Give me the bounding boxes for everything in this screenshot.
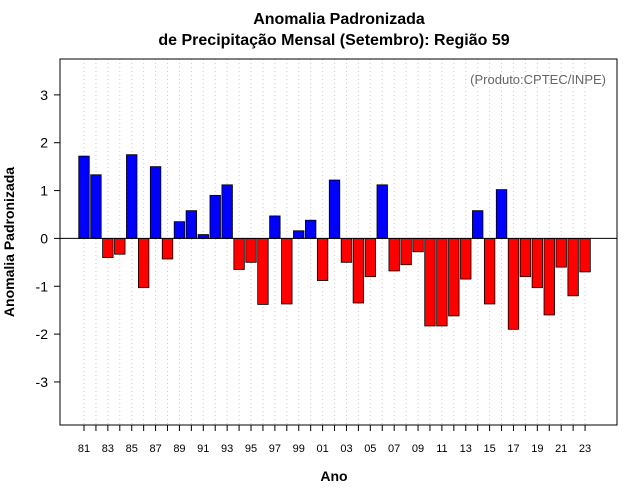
x-axis: 81 83 85 87 89 91 93 95 97 99 01 03 05 07 09 11 13 15 17 19… [78, 425, 591, 455]
bar-92 [209, 194, 221, 239]
bar-97 [269, 215, 281, 239]
xtick-label-95: 95 [245, 443, 257, 455]
xtick-label-19: 19 [531, 443, 543, 455]
xtick-label-11: 11 [436, 443, 447, 455]
bar-84 [114, 238, 126, 255]
bar-04 [352, 238, 365, 304]
bar-15 [483, 238, 496, 305]
bar-06 [376, 184, 388, 239]
bar-19 [531, 238, 543, 289]
bar-83 [102, 238, 114, 258]
bar-12 [448, 238, 460, 317]
bar-07 [388, 238, 400, 272]
xtick-label-89: 89 [173, 443, 185, 455]
bar-87 [149, 166, 162, 239]
bar-98 [281, 238, 293, 305]
xtick-label-81: 81 [78, 443, 90, 455]
bar-88 [161, 238, 174, 260]
bars [78, 154, 591, 330]
bar-02 [328, 179, 341, 239]
xtick-label-13: 13 [460, 443, 472, 455]
bar-89 [173, 221, 186, 239]
xtick-label-07: 07 [388, 443, 400, 455]
ytick-label-1: 1 [40, 183, 48, 199]
bar-13 [460, 238, 472, 280]
ytick-label-3: 3 [40, 87, 48, 103]
xtick-label-93: 93 [221, 443, 233, 455]
grid-lines [83, 59, 586, 425]
product-annotation: (Produto:CPTEC/INPE) [470, 72, 606, 87]
xtick-label-09: 09 [412, 443, 424, 455]
ytick-label--2: -2 [36, 326, 49, 342]
bar-22 [567, 238, 579, 297]
chart-title: Anomalia Padronizada [253, 11, 425, 28]
xtick-label-03: 03 [340, 443, 352, 455]
chart-subtitle: de Precipitação Mensal (Setembro): Regiã… [158, 32, 509, 49]
bar-05 [364, 238, 376, 278]
xtick-label-83: 83 [102, 443, 114, 455]
xtick-label-01: 01 [316, 443, 328, 455]
bar-95 [245, 238, 257, 263]
bar-21 [555, 238, 567, 268]
bar-85 [126, 154, 138, 239]
bar-99 [293, 230, 305, 239]
xtick-label-91: 91 [197, 443, 209, 455]
bar-08 [400, 238, 412, 266]
bar-00 [305, 219, 317, 239]
bar-90 [185, 210, 198, 239]
xtick-label-05: 05 [364, 443, 376, 455]
bar-23 [579, 238, 591, 273]
bar-11 [436, 238, 448, 327]
plot-frame [59, 58, 618, 426]
bar-81 [78, 155, 90, 239]
bar-01 [316, 238, 329, 281]
xtick-label-17: 17 [507, 443, 519, 455]
bar-20 [543, 238, 555, 316]
xtick-label-15: 15 [483, 443, 495, 455]
xtick-label-97: 97 [269, 443, 281, 455]
ytick-label-0: 0 [40, 230, 48, 246]
bar-93 [221, 184, 233, 239]
bar-14 [472, 210, 484, 239]
bar-10 [424, 238, 436, 327]
bar-17 [507, 238, 520, 330]
bar-94 [233, 238, 245, 270]
xtick-label-87: 87 [149, 443, 161, 455]
xtick-label-85: 85 [126, 443, 138, 455]
bar-03 [340, 238, 353, 263]
bar-86 [137, 238, 150, 289]
xtick-label-99: 99 [293, 443, 305, 455]
xtick-label-21: 21 [555, 443, 567, 455]
bar-91 [197, 234, 209, 239]
y-axis-label: Anomalia Padronizada [1, 167, 17, 317]
ytick-label-2: 2 [40, 135, 48, 151]
bar-82 [90, 174, 102, 239]
bar-18 [519, 238, 532, 278]
bar-16 [495, 189, 508, 239]
xtick-label-23: 23 [579, 443, 591, 455]
bar-96 [257, 238, 269, 305]
y-axis: -3 -2 -1 0 1 2 3 [36, 87, 60, 390]
ytick-label--1: -1 [36, 278, 49, 294]
ytick-label--3: -3 [36, 374, 49, 390]
bar-09 [412, 238, 424, 253]
x-axis-label: Ano [320, 468, 347, 484]
